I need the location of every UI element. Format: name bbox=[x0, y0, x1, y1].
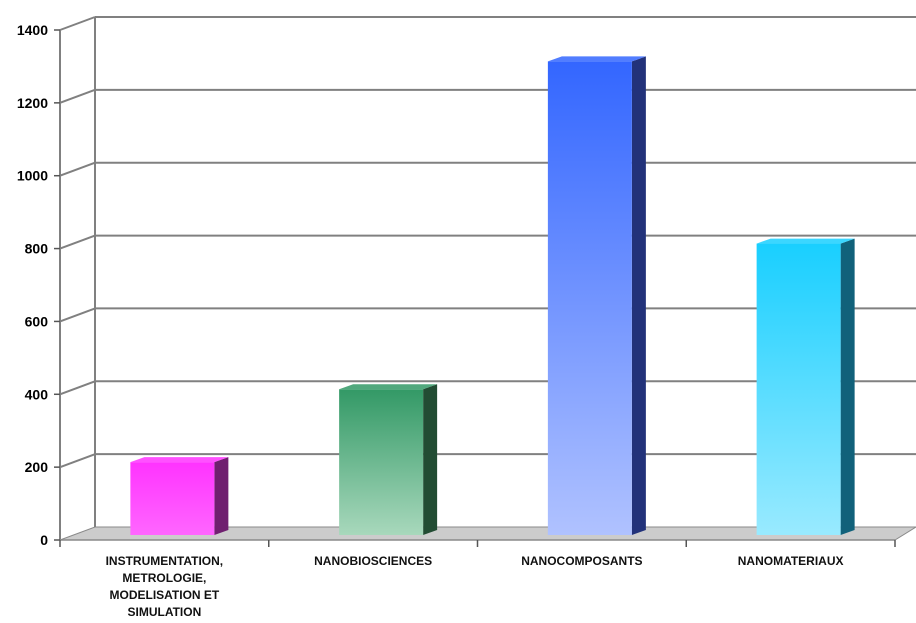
gridline-diagonal bbox=[59, 88, 96, 104]
bar bbox=[756, 243, 841, 536]
bar-side bbox=[214, 457, 229, 535]
y-tick-label: 600 bbox=[25, 313, 49, 329]
gridline-diagonal bbox=[59, 161, 96, 177]
y-tick-label: 200 bbox=[25, 459, 49, 475]
y-tick-label: 1400 bbox=[17, 22, 48, 38]
y-tick-label: 1000 bbox=[17, 168, 48, 184]
bar-top bbox=[339, 384, 438, 390]
bar bbox=[547, 61, 632, 536]
gridline-diagonal bbox=[59, 453, 96, 469]
gridline-diagonal bbox=[59, 307, 96, 323]
gridline-diagonal bbox=[59, 16, 96, 31]
y-tick-label: 400 bbox=[25, 386, 49, 402]
y-tick-label: 800 bbox=[25, 241, 49, 257]
gridline-diagonal bbox=[59, 380, 96, 396]
gridline-diagonal bbox=[59, 234, 96, 250]
bar-top bbox=[130, 457, 229, 463]
bar-side bbox=[840, 238, 855, 536]
bar bbox=[130, 462, 215, 535]
bar-side bbox=[631, 56, 646, 536]
y-tick-label: 0 bbox=[40, 532, 48, 548]
x-tick-label: NANOCOMPOSANTS bbox=[521, 554, 643, 568]
x-tick-label: INSTRUMENTATION, METROLOGIE, MODELISATIO… bbox=[105, 554, 224, 619]
x-tick-label: NANOBIOSCIENCES bbox=[314, 554, 433, 568]
x-tick-label: NANOMATERIAUX bbox=[737, 554, 844, 568]
bar-top bbox=[756, 238, 855, 244]
y-tick-label: 1200 bbox=[17, 95, 48, 111]
bar bbox=[339, 389, 424, 535]
bar-top bbox=[547, 56, 646, 62]
bar-side bbox=[423, 384, 438, 535]
